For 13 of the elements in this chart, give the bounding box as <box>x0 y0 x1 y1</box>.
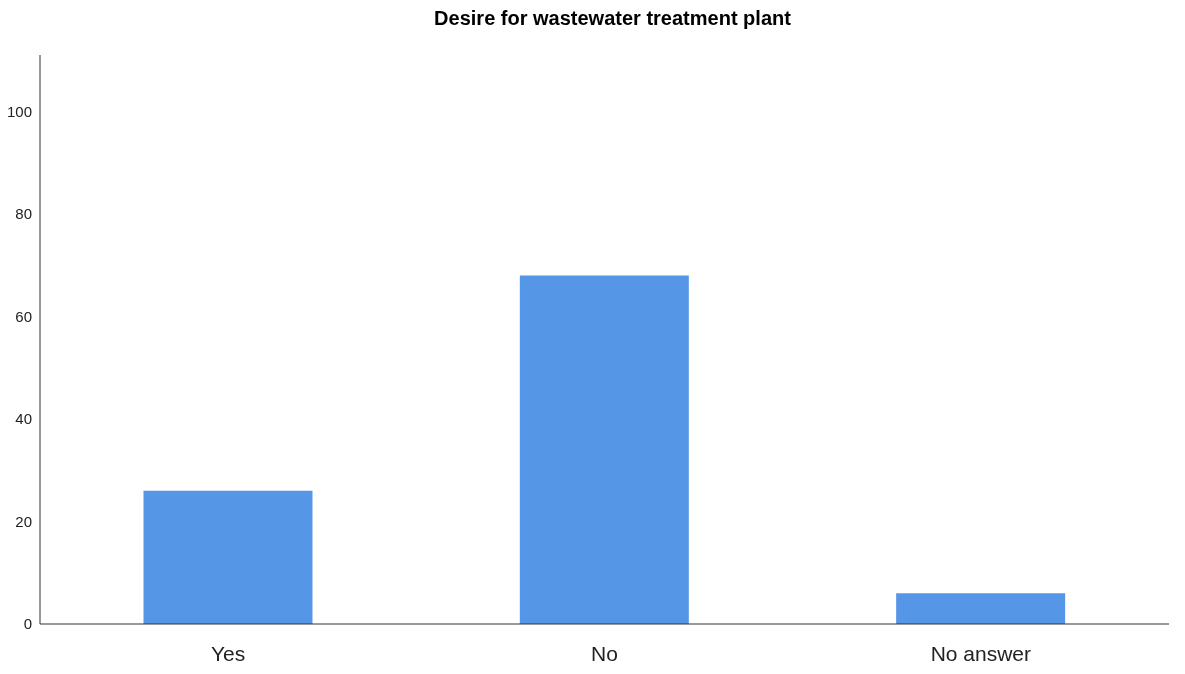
bar <box>896 593 1066 624</box>
bar <box>519 275 689 624</box>
y-tick-label: 100 <box>6 102 32 120</box>
y-tick-label: 40 <box>15 410 32 428</box>
y-tick-label: 60 <box>15 307 32 325</box>
x-tick-label: No <box>591 641 618 665</box>
y-tick-label: 80 <box>15 205 32 223</box>
y-tick-label: 0 <box>23 615 32 633</box>
x-tick-label: No answer <box>930 641 1032 665</box>
chart-title: Desire for wastewater treatment plant <box>433 7 792 31</box>
y-tick-label: 20 <box>15 512 32 530</box>
x-tick-label: Yes <box>211 641 246 665</box>
bar <box>143 490 313 624</box>
